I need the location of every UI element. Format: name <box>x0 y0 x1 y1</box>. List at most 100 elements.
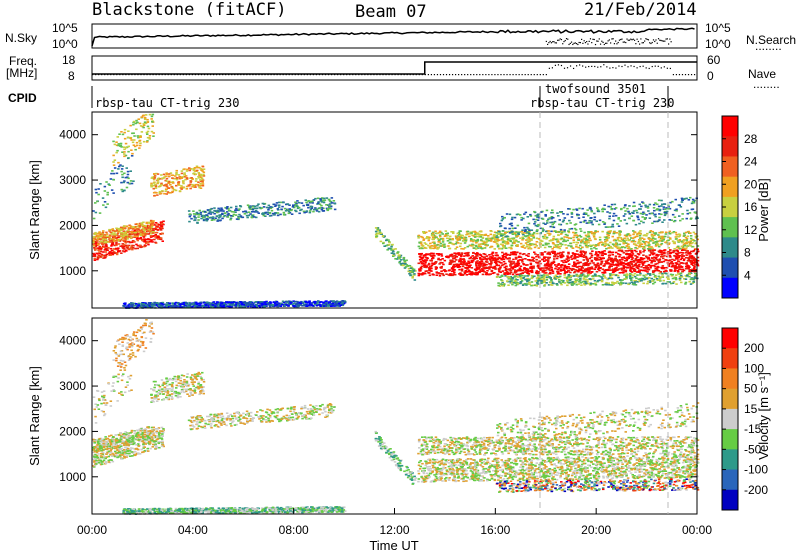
power-cell <box>281 205 284 208</box>
power-cell <box>678 263 681 266</box>
power-cell <box>172 182 175 184</box>
power-cell <box>504 262 507 265</box>
power-cell <box>106 235 109 238</box>
power-cell <box>482 256 486 259</box>
power-cell <box>111 229 115 232</box>
power-cell <box>590 260 594 263</box>
nave-point <box>170 74 172 76</box>
power-cell <box>632 261 636 263</box>
nsearch-point <box>615 40 617 42</box>
power-cell <box>459 234 463 236</box>
power-cell <box>127 244 131 247</box>
power-cell <box>572 208 575 211</box>
power-cell <box>239 215 243 217</box>
power-scatter <box>92 113 700 309</box>
power-cell <box>322 201 326 204</box>
power-cell <box>518 259 521 261</box>
power-cell <box>504 227 507 230</box>
power-cell <box>147 228 150 231</box>
power-cell <box>115 172 119 175</box>
power-cell <box>514 227 517 229</box>
power-cell <box>547 257 551 259</box>
power-cell <box>419 268 423 270</box>
power-cell <box>97 255 100 258</box>
power-cell <box>479 236 483 238</box>
power-cell <box>523 247 527 249</box>
power-cell <box>582 254 586 257</box>
power-cell <box>119 144 123 147</box>
power-cell <box>115 141 118 143</box>
power-cell <box>601 268 605 271</box>
power-cell <box>669 256 672 258</box>
power-cell <box>480 262 483 265</box>
power-cell <box>480 264 483 266</box>
nave-point <box>264 74 266 76</box>
power-cell <box>684 252 688 254</box>
power-cell <box>418 258 422 261</box>
power-cell <box>120 252 123 254</box>
power-cell <box>474 272 477 274</box>
power-cell <box>537 271 540 273</box>
power-cell <box>601 252 604 254</box>
power-cell <box>605 239 608 241</box>
power-cell <box>440 255 444 257</box>
power-cell <box>125 240 128 243</box>
power-cell <box>620 267 624 270</box>
power-cell <box>142 224 146 227</box>
nsearch-point <box>587 43 589 45</box>
power-cell <box>111 228 114 230</box>
power-cell <box>523 271 527 273</box>
nsearch-point <box>564 39 566 42</box>
power-cell <box>123 151 126 153</box>
power-cell <box>497 230 501 233</box>
power-cell <box>159 233 162 235</box>
power-cell <box>320 207 324 209</box>
power-cell <box>448 255 451 258</box>
nave-point <box>566 67 569 69</box>
power-cell <box>454 235 458 237</box>
power-cell <box>192 210 195 212</box>
power-cell <box>148 226 152 228</box>
power-cell <box>242 210 245 213</box>
power-cell <box>608 263 612 265</box>
power-cell <box>201 181 204 183</box>
power-cell <box>608 231 612 233</box>
power-cell <box>553 255 556 258</box>
power-cell <box>552 246 556 248</box>
power-cell <box>159 178 162 180</box>
power-cell <box>132 244 135 247</box>
nave-point <box>143 74 145 76</box>
power-cell <box>575 241 578 244</box>
power-cell <box>654 269 657 272</box>
power-cell <box>129 225 133 227</box>
power-cell <box>121 245 124 247</box>
power-cell <box>610 203 614 206</box>
power-cell <box>503 272 506 274</box>
power-cell <box>689 237 693 240</box>
power-cell <box>142 123 145 125</box>
power-cell <box>615 251 618 254</box>
power-cell <box>667 208 670 210</box>
power-cell <box>92 241 95 244</box>
nave-point <box>303 74 305 76</box>
power-cell <box>526 259 530 261</box>
nsearch-label: N.Search <box>746 33 797 47</box>
power-cell <box>383 245 386 247</box>
power-cell <box>465 274 469 276</box>
power-cell <box>603 204 606 206</box>
power-cell <box>237 215 240 218</box>
power-cell <box>499 271 503 273</box>
nsearch-point <box>637 40 639 43</box>
power-cell <box>388 241 391 244</box>
power-cell <box>463 255 466 257</box>
power-cell <box>476 255 479 257</box>
power-cell <box>551 250 555 253</box>
power-cell <box>96 200 99 203</box>
power-cell <box>544 269 547 272</box>
power-cell <box>683 249 686 251</box>
power-cell <box>547 245 551 248</box>
power-cell <box>96 233 99 235</box>
power-cell <box>294 201 297 204</box>
power-cell <box>518 267 522 269</box>
power-cell <box>567 259 570 261</box>
